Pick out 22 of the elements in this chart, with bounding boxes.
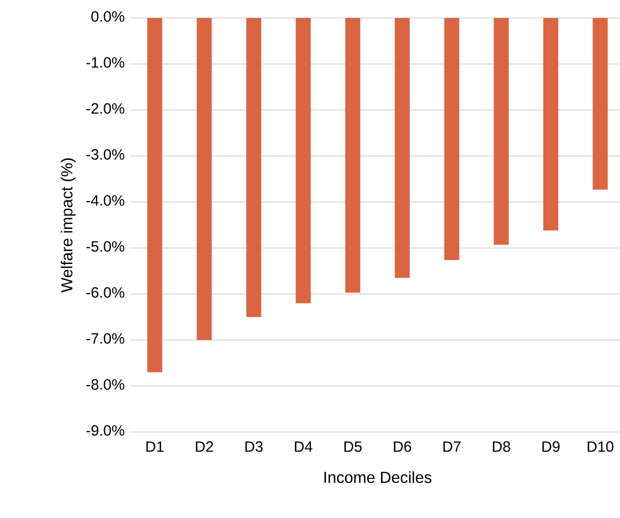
- x-tick-label: D9: [542, 441, 560, 452]
- x-axis-title: Income Deciles: [324, 471, 432, 483]
- y-tick-label: -3.0%: [86, 149, 124, 160]
- x-tick-label: D3: [245, 441, 263, 452]
- y-tick-label: -4.0%: [86, 195, 124, 206]
- y-tick-label: -6.0%: [86, 287, 124, 298]
- y-tick-label: -9.0%: [86, 425, 124, 436]
- y-tick-label: -1.0%: [86, 57, 124, 68]
- y-tick-label: 0.0%: [91, 11, 124, 22]
- x-tick-label: D2: [196, 441, 214, 452]
- x-tick-label: D7: [443, 441, 461, 452]
- y-axis-title: Welfare impact (%): [60, 158, 76, 293]
- y-tick-label: -8.0%: [86, 379, 124, 390]
- x-tick-label: D6: [394, 441, 412, 452]
- y-tick-label: -7.0%: [86, 333, 124, 344]
- x-tick-label: D8: [492, 441, 510, 452]
- x-tick-label: D1: [146, 441, 164, 452]
- y-tick-label: -5.0%: [86, 241, 124, 252]
- x-tick-label: D4: [294, 441, 312, 452]
- x-tick-label: D10: [588, 441, 614, 452]
- x-tick-label: D5: [344, 441, 362, 452]
- y-tick-label: -2.0%: [86, 103, 124, 114]
